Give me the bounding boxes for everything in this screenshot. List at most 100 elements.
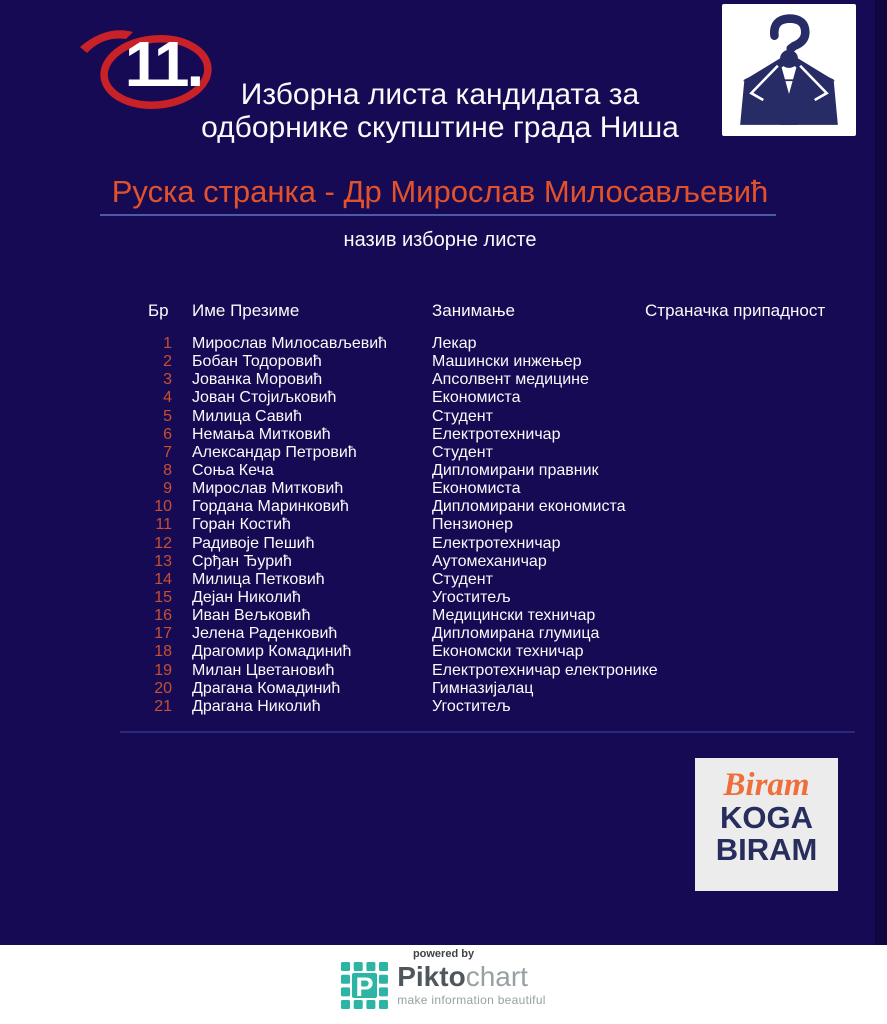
candidate-number: 20 [154, 679, 172, 697]
powered-by-label: powered by [412, 948, 475, 960]
question-mark-hanger-icon [740, 14, 838, 125]
candidate-number: 17 [154, 625, 172, 643]
candidate-number: 16 [154, 607, 172, 625]
candidate-number: 12 [154, 534, 172, 552]
table-row: 17 Јелена Раденковић Дипломирана глумица [140, 625, 860, 643]
candidate-number: 19 [154, 661, 172, 679]
candidate-name: Соња Кеча [192, 461, 274, 479]
column-header-party: Страначка припадност [645, 301, 826, 320]
candidate-rows: 1 Мирослав Милосављевић Лекар 2 Бобан Тодоро… [140, 335, 860, 716]
table-row: 12 Радивоје Пешић Електротехничар [140, 535, 860, 553]
poster-title: Изборна листа кандидата за одборнике ску… [165, 78, 715, 144]
table-row: 3 Јованка Моровић Апсолвент медицине [140, 371, 860, 389]
candidate-name: Милица Савић [192, 407, 303, 425]
column-header-occupation: Занимање [432, 301, 516, 320]
candidate-occupation: Угоститељ [432, 697, 511, 715]
candidate-number: 11 [155, 516, 172, 534]
piktochart-wordmark: Piktochart make information beautiful [397, 961, 546, 1008]
candidate-occupation: Електротехничар [432, 425, 561, 443]
svg-text:P: P [356, 972, 374, 1002]
candidate-occupation: Студент [432, 443, 493, 461]
candidate-occupation: Економски техничар [432, 643, 584, 661]
candidate-name: Драгана Николић [192, 697, 321, 715]
candidate-number: 13 [154, 552, 172, 570]
candidate-occupation: Лекар [432, 335, 477, 352]
candidate-occupation: Електротехничар електронике [432, 661, 658, 679]
candidate-number: 4 [163, 389, 172, 407]
candidate-occupation: Медицински техничар [432, 607, 596, 625]
candidate-name: Јованка Моровић [192, 371, 323, 389]
table-row: 14 Милица Петковић Студент [140, 571, 860, 589]
candidate-name: Јован Стојиљковић [192, 389, 337, 407]
piktochart-tagline: make information beautiful [397, 993, 546, 1007]
column-header-number: Бр [148, 301, 169, 320]
candidate-occupation: Дипломирани економиста [432, 498, 626, 516]
candidate-name: Драгана Комадинић [192, 679, 341, 697]
table-row: 9 Мирослав Митковић Економиста [140, 480, 860, 498]
candidate-number: 1 [163, 335, 172, 352]
candidate-occupation: Економиста [432, 389, 521, 407]
table-row: 1 Мирослав Милосављевић Лекар [140, 335, 860, 353]
candidate-name: Јелена Раденковић [192, 625, 338, 643]
candidate-occupation: Дипломирана глумица [432, 625, 600, 643]
table-row: 20 Драгана Комадинић Гимназијалац [140, 680, 860, 698]
table-row: 16 Иван Вељковић Медицински техничар [140, 607, 860, 625]
suit-hanger-logo [722, 4, 856, 136]
candidate-number: 2 [163, 353, 172, 371]
candidate-occupation: Економиста [432, 480, 521, 498]
candidate-number: 9 [163, 480, 172, 498]
ballot-number-badge: 11. [80, 20, 236, 130]
candidate-occupation: Угоститељ [432, 588, 511, 606]
right-edge-shade [875, 0, 887, 945]
candidate-occupation: Студент [432, 570, 493, 588]
candidate-name: Немања Митковић [192, 425, 331, 443]
table-row: 7 Александар Петровић Студент [140, 444, 860, 462]
candidate-number: 5 [163, 407, 172, 425]
list-name-heading: Руска странка - Др Мирослав Милосављевић [111, 174, 769, 209]
candidate-number: 14 [154, 570, 172, 588]
candidate-name: Мирослав Митковић [192, 480, 344, 498]
candidate-number: 18 [154, 643, 172, 661]
candidate-name: Александар Петровић [192, 443, 357, 461]
table-row: 18 Драгомир Комадинић Економски техничар [140, 643, 860, 661]
biram-script-text: Biram [723, 767, 810, 803]
candidate-number: 21 [154, 697, 172, 715]
candidate-occupation: Електротехничар [432, 534, 561, 552]
candidate-name: Мирослав Милосављевић [192, 335, 388, 352]
koga-text: KOGA [720, 800, 813, 835]
section-divider [120, 731, 855, 733]
table-row: 6 Немања Митковић Електротехничар [140, 426, 860, 444]
candidate-number: 3 [163, 371, 172, 389]
candidate-name: Дејан Николић [192, 588, 301, 606]
candidate-name: Срђан Ђурић [192, 552, 292, 570]
table-row: 8 Соња Кеча Дипломирани правник [140, 462, 860, 480]
piktochart-p-icon: P [341, 962, 389, 1009]
table-row: 15 Дејан Николић Угоститељ [140, 589, 860, 607]
candidate-number: 7 [163, 443, 172, 461]
table-row: 11 Горан Костић Пензионер [140, 516, 860, 534]
table-row: 13 Срђан Ђурић Аутомеханичар [140, 553, 860, 571]
piktochart-logo: P Piktochart make information beautiful [341, 962, 546, 1009]
candidate-name: Милан Цветановић [192, 661, 335, 679]
red-circle-icon [80, 30, 212, 109]
list-name-underline [100, 214, 776, 216]
candidate-number: 15 [154, 588, 172, 606]
piktochart-brand-bold: Pikto [397, 961, 466, 992]
table-row: 4 Јован Стојиљковић Економиста [140, 389, 860, 407]
table-row: 19 Милан Цветановић Електротехничар електр… [140, 662, 860, 680]
candidate-name: Драгомир Комадинић [192, 643, 352, 661]
candidate-number: 8 [163, 461, 172, 479]
candidate-occupation: Дипломирани правник [432, 461, 599, 479]
poster-title-line2: одборнике скупштине града Ниша [201, 111, 679, 144]
candidate-name: Горан Костић [192, 516, 291, 534]
ballot-number: 11. [124, 28, 204, 100]
candidate-name: Иван Вељковић [192, 607, 311, 625]
column-header-name: Име Презиме [192, 301, 300, 320]
footer: powered by P Piktochart make inform [0, 945, 887, 1024]
candidate-occupation: Аутомеханичар [432, 552, 547, 570]
candidate-number: 10 [154, 498, 172, 516]
table-row: 10 Гордана Маринковић Дипломирани економис… [140, 498, 860, 516]
piktochart-brand-light: chart [465, 961, 528, 992]
candidate-occupation: Гимназијалац [432, 679, 534, 697]
